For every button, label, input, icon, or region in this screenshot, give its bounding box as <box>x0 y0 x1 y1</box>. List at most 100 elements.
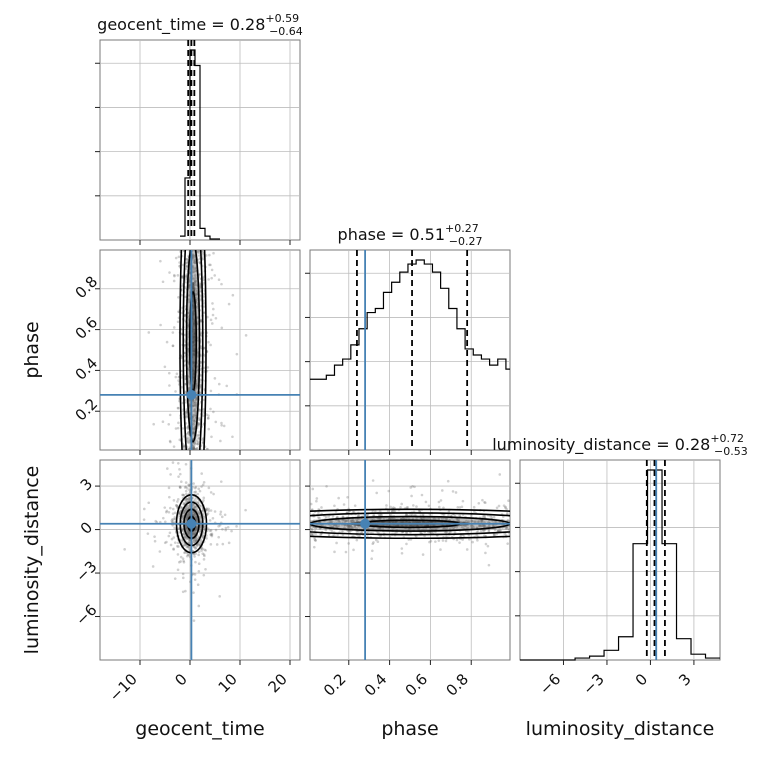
sample-point <box>182 501 186 505</box>
sample-point <box>195 508 199 511</box>
sample-point <box>399 505 402 509</box>
sample-point <box>409 531 412 534</box>
sample-point <box>335 541 338 545</box>
sample-point <box>433 527 436 531</box>
sample-point <box>198 391 202 394</box>
sample-point <box>207 414 210 417</box>
sample-point <box>173 541 177 544</box>
sample-point <box>210 268 214 272</box>
sample-point <box>172 499 176 502</box>
sample-point <box>180 376 184 379</box>
sample-point <box>376 527 380 531</box>
sample-point <box>184 525 188 528</box>
sample-point <box>315 497 319 500</box>
sample-point <box>192 538 196 541</box>
sample-point <box>352 519 355 523</box>
sample-point <box>185 415 188 419</box>
sample-point <box>210 534 214 538</box>
sample-point <box>142 518 146 521</box>
sample-point <box>202 553 206 556</box>
sample-point <box>199 524 202 527</box>
sample-point <box>193 279 197 282</box>
sample-point <box>317 516 320 519</box>
x-axis-label-geocent_time: geocent_time <box>135 718 264 740</box>
sample-point <box>184 508 187 511</box>
sample-point <box>177 475 180 478</box>
scatter-panel-geocent_time_vs_luminosity_distance-frame <box>99 459 301 661</box>
sample-point <box>209 407 212 411</box>
sample-point <box>184 489 188 493</box>
tick-label: 0.6 <box>402 670 432 700</box>
sample-point <box>374 510 377 513</box>
x-axis-label-phase: phase <box>381 718 438 740</box>
sample-point <box>173 516 177 519</box>
sample-point <box>174 375 178 379</box>
sample-point <box>400 502 403 506</box>
sample-point <box>183 551 186 555</box>
sample-point <box>193 505 197 508</box>
sample-point <box>180 526 184 529</box>
sample-point <box>313 538 317 541</box>
sample-point <box>331 514 335 518</box>
sample-point <box>193 447 196 450</box>
sample-point <box>199 516 203 519</box>
sample-point <box>163 506 167 509</box>
sample-point <box>219 439 222 443</box>
sample-point <box>212 492 215 496</box>
sample-point <box>317 511 320 515</box>
truth-point <box>360 518 371 529</box>
sample-point <box>218 595 221 598</box>
sample-point <box>184 280 188 284</box>
sample-point <box>200 485 203 488</box>
sample-point <box>199 520 203 524</box>
sample-point <box>199 285 202 289</box>
sample-point <box>182 510 186 513</box>
sample-point <box>194 497 197 501</box>
sample-point <box>171 520 174 523</box>
sample-point <box>196 351 200 355</box>
sample-point <box>210 533 214 537</box>
sample-point <box>441 517 444 521</box>
sample-point <box>195 439 199 442</box>
sample-point <box>170 519 174 522</box>
sample-point <box>193 538 197 542</box>
sample-point <box>187 448 190 450</box>
sample-point <box>319 533 322 536</box>
sample-point <box>184 508 188 512</box>
sample-point <box>159 259 162 263</box>
title-median: 0.28 <box>675 435 711 454</box>
sample-point <box>203 525 206 528</box>
sample-point <box>168 384 171 387</box>
sample-point <box>444 539 448 543</box>
sample-point <box>219 510 223 514</box>
sample-point <box>191 265 195 268</box>
sample-point <box>179 555 183 559</box>
sample-point <box>196 316 199 319</box>
sample-point <box>203 548 206 552</box>
sample-point <box>499 529 503 532</box>
sample-point <box>489 514 492 518</box>
sample-point <box>358 534 362 538</box>
sample-point <box>191 532 195 536</box>
sample-point <box>387 527 390 531</box>
sample-point <box>171 524 175 527</box>
sample-point <box>430 527 434 530</box>
sample-point <box>342 503 346 506</box>
sample-point <box>176 500 179 503</box>
sample-point <box>198 512 201 515</box>
sample-point <box>202 515 206 519</box>
sample-point <box>220 421 223 425</box>
sample-point <box>207 527 210 531</box>
sample-point <box>347 524 350 527</box>
sample-point <box>192 404 196 407</box>
sample-point <box>195 519 198 522</box>
sample-point <box>201 552 205 555</box>
sample-point <box>348 524 351 528</box>
sample-point <box>353 504 357 507</box>
sample-point <box>168 495 171 499</box>
sample-point <box>196 306 199 309</box>
sample-point <box>193 269 197 273</box>
sample-point <box>195 515 198 519</box>
hist-panel-geocent_time: geocent_time = 0.28+0.59 −0.64 <box>95 12 303 245</box>
sample-point <box>165 540 168 544</box>
